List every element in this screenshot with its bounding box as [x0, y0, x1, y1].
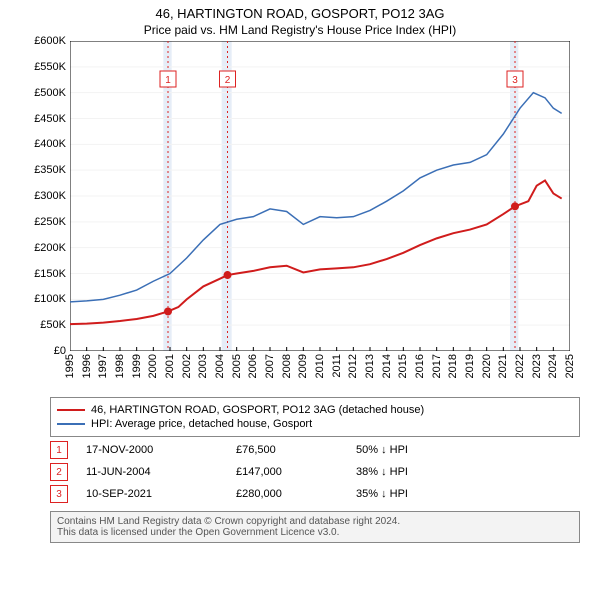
legend: 46, HARTINGTON ROAD, GOSPORT, PO12 3AG (…: [50, 397, 580, 437]
x-tick-label: 2023: [531, 354, 543, 378]
svg-text:3: 3: [512, 75, 518, 86]
y-tick-label: £400K: [34, 138, 66, 150]
y-tick-label: £50K: [40, 319, 66, 331]
x-tick-label: 2015: [397, 354, 409, 378]
footer-line-1: Contains HM Land Registry data © Crown c…: [57, 516, 573, 527]
legend-item: 46, HARTINGTON ROAD, GOSPORT, PO12 3AG (…: [57, 404, 573, 416]
chart-svg: 1 2 3: [70, 41, 570, 351]
x-tick-label: 2003: [197, 354, 209, 378]
x-tick-label: 2017: [431, 354, 443, 378]
y-tick-label: £500K: [34, 87, 66, 99]
footer: Contains HM Land Registry data © Crown c…: [50, 511, 580, 543]
x-tick-label: 2009: [297, 354, 309, 378]
x-tick-label: 2010: [314, 354, 326, 378]
marker-number-box: 3: [50, 485, 68, 503]
marker-price: £147,000: [236, 466, 356, 478]
x-axis: 1995199619971998199920002001200220032004…: [70, 351, 570, 391]
x-tick-label: 2025: [564, 354, 576, 378]
x-tick-label: 2021: [497, 354, 509, 378]
marker-number-box: 1: [50, 441, 68, 459]
marker-row: 1 17-NOV-2000£76,50050% ↓ HPI: [50, 441, 580, 459]
x-tick-label: 2000: [147, 354, 159, 378]
marker-row: 2 11-JUN-2004£147,00038% ↓ HPI: [50, 463, 580, 481]
y-tick-label: £200K: [34, 242, 66, 254]
x-tick-label: 2020: [481, 354, 493, 378]
page-subtitle: Price paid vs. HM Land Registry's House …: [0, 21, 600, 41]
x-tick-label: 2011: [331, 354, 343, 378]
marker-number-box: 2: [50, 463, 68, 481]
x-tick-label: 2002: [181, 354, 193, 378]
marker-pct: 35% ↓ HPI: [356, 488, 476, 500]
legend-item: HPI: Average price, detached house, Gosp…: [57, 418, 573, 430]
x-tick-label: 2016: [414, 354, 426, 378]
x-tick-label: 1999: [131, 354, 143, 378]
x-tick-label: 2007: [264, 354, 276, 378]
x-tick-label: 2001: [164, 354, 176, 378]
footer-line-2: This data is licensed under the Open Gov…: [57, 527, 573, 538]
svg-text:1: 1: [165, 75, 171, 86]
marker-pct: 50% ↓ HPI: [356, 444, 476, 456]
x-tick-label: 2013: [364, 354, 376, 378]
x-tick-label: 1997: [97, 354, 109, 378]
y-tick-label: £150K: [34, 268, 66, 280]
marker-date: 17-NOV-2000: [86, 444, 236, 456]
x-tick-label: 2012: [347, 354, 359, 378]
x-tick-label: 2019: [464, 354, 476, 378]
legend-swatch: [57, 423, 85, 425]
marker-date: 11-JUN-2004: [86, 466, 236, 478]
x-tick-label: 1996: [81, 354, 93, 378]
x-tick-label: 2022: [514, 354, 526, 378]
marker-price: £280,000: [236, 488, 356, 500]
plot-area: 1 2 3: [70, 41, 570, 351]
marker-date: 10-SEP-2021: [86, 488, 236, 500]
legend-label: HPI: Average price, detached house, Gosp…: [91, 418, 312, 430]
y-tick-label: £100K: [34, 293, 66, 305]
x-tick-label: 2018: [447, 354, 459, 378]
x-tick-label: 2004: [214, 354, 226, 378]
x-tick-label: 1998: [114, 354, 126, 378]
marker-price: £76,500: [236, 444, 356, 456]
y-axis: £0£50K£100K£150K£200K£250K£300K£350K£400…: [20, 41, 70, 351]
svg-text:2: 2: [225, 75, 231, 86]
legend-label: 46, HARTINGTON ROAD, GOSPORT, PO12 3AG (…: [91, 404, 424, 416]
markers-table: 1 17-NOV-2000£76,50050% ↓ HPI 2 11-JUN-2004…: [50, 441, 580, 503]
y-tick-label: £300K: [34, 190, 66, 202]
y-tick-label: £250K: [34, 216, 66, 228]
marker-pct: 38% ↓ HPI: [356, 466, 476, 478]
x-tick-label: 2005: [231, 354, 243, 378]
x-tick-label: 2008: [281, 354, 293, 378]
x-tick-label: 2024: [547, 354, 559, 378]
legend-swatch: [57, 409, 85, 411]
y-tick-label: £450K: [34, 113, 66, 125]
page-title: 46, HARTINGTON ROAD, GOSPORT, PO12 3AG: [0, 0, 600, 21]
x-tick-label: 2014: [381, 354, 393, 378]
marker-row: 3 10-SEP-2021£280,00035% ↓ HPI: [50, 485, 580, 503]
x-tick-label: 1995: [64, 354, 76, 378]
y-tick-label: £600K: [34, 35, 66, 47]
x-tick-label: 2006: [247, 354, 259, 378]
y-tick-label: £350K: [34, 164, 66, 176]
y-tick-label: £550K: [34, 61, 66, 73]
chart: £0£50K£100K£150K£200K£250K£300K£350K£400…: [20, 41, 580, 391]
